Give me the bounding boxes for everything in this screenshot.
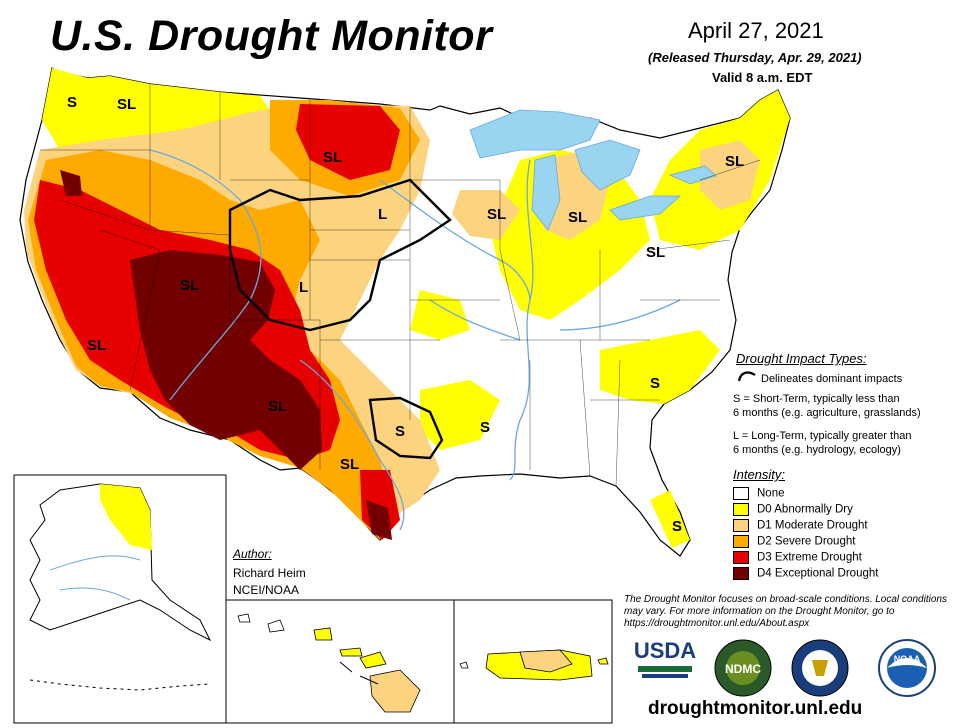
hawaii-pointer-lines (339, 661, 379, 685)
impact-boundaries (228, 178, 452, 460)
map-label: SL (180, 277, 199, 294)
commerce-logo[interactable] (790, 638, 850, 698)
intensity-item-d3: D3 Extreme Drought (733, 551, 862, 564)
long-term-line1: L = Long-Term, typically greater than (733, 430, 912, 442)
map-label: S (672, 518, 682, 535)
map-label: SL (323, 149, 342, 166)
map-label: SL (646, 244, 665, 261)
author-heading: Author: (233, 547, 272, 561)
map-label: S (67, 94, 77, 111)
usda-logo[interactable]: USDA (632, 638, 698, 686)
map-label: S (650, 375, 660, 392)
hawaii-inset (225, 599, 455, 724)
noaa-logo-text: NOAA (894, 654, 921, 664)
intensity-item-none: None (733, 487, 785, 500)
impact-legend-heading: Drought Impact Types: (736, 351, 867, 366)
map-label: SL (117, 96, 136, 113)
map-label: SL (568, 209, 587, 226)
puerto-rico (459, 649, 609, 681)
author-name: Richard Heim (233, 566, 306, 580)
valid-time: Valid 8 a.m. EDT (712, 70, 813, 85)
map-date: April 27, 2021 (688, 18, 824, 43)
impact-delineates-text: Delineates dominant impacts (761, 373, 903, 385)
map-label: S (395, 423, 405, 440)
ndmc-logo-text: NDMC (725, 662, 761, 676)
short-term-line1: S = Short-Term, typically less than (733, 393, 900, 405)
map-title: U.S. Drought Monitor (50, 12, 493, 60)
noaa-logo[interactable]: NOAA (876, 638, 938, 698)
intensity-item-d0: D0 Abnormally Dry (733, 503, 853, 516)
map-label: SL (487, 206, 506, 223)
alaska-rivers (49, 555, 141, 601)
map-labels: S SL SL SL L SL SL SL SL SL L SL S S S S… (67, 94, 744, 687)
map-label: SL (725, 153, 744, 170)
map-label: SL (268, 398, 287, 415)
map-label: L (378, 206, 387, 223)
map-label: L (299, 279, 308, 296)
map-label: SL (87, 337, 106, 354)
long-term-line2: 6 months (e.g. hydrology, ecology) (733, 444, 901, 456)
map-label: S (480, 419, 490, 436)
map-label: SL (340, 456, 359, 473)
ndmc-logo[interactable]: NDMC (712, 638, 774, 698)
intensity-item-d4: D4 Exceptional Drought (733, 567, 878, 580)
d4-areas (60, 170, 392, 540)
great-lakes (469, 109, 717, 231)
short-term-line2: 6 months (e.g. agriculture, grasslands) (733, 407, 921, 419)
intensity-item-d1: D1 Moderate Drought (733, 519, 868, 532)
intensity-legend-heading: Intensity: (733, 467, 786, 482)
website-link[interactable]: droughtmonitor.unl.edu (648, 698, 863, 719)
author-org: NCEI/NOAA (233, 583, 300, 597)
hawaii-islands (237, 613, 421, 713)
impact-line-icon (737, 371, 756, 382)
intensity-item-d2: D2 Severe Drought (733, 535, 855, 548)
info-note: The Drought Monitor focuses on broad-sca… (624, 594, 947, 629)
release-date: (Released Thursday, Apr. 29, 2021) (648, 50, 862, 65)
